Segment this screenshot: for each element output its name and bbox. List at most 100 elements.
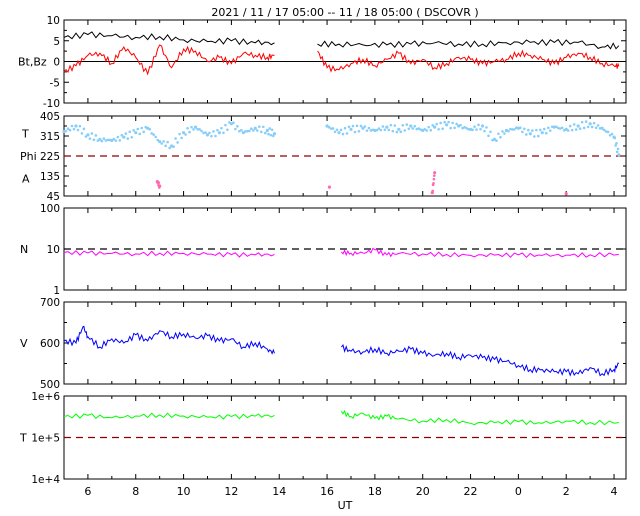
data-point: [447, 120, 450, 124]
data-point: [158, 139, 162, 144]
data-point: [554, 125, 558, 129]
data-point: [176, 141, 179, 144]
data-point: [592, 121, 596, 125]
x-tick-label: 6: [84, 485, 91, 498]
data-point: [513, 128, 516, 131]
data-point: [608, 134, 612, 137]
data-point: [140, 126, 144, 130]
x-axis-label: UT: [338, 499, 353, 512]
data-point: [335, 128, 339, 132]
panel-2: 405 315 225 135 45 T Phi A: [20, 111, 627, 203]
data-point: [539, 128, 542, 132]
data-point: [432, 182, 435, 185]
data-point: [118, 139, 122, 142]
panel-1: 10 5 0 -5 -10 Bt,Bz: [18, 15, 627, 110]
data-point: [369, 129, 373, 132]
data-point: [492, 137, 497, 141]
data-point: [459, 123, 462, 127]
data-point: [584, 120, 588, 123]
data-point: [379, 128, 383, 132]
data-point: [525, 133, 528, 136]
data-point: [471, 128, 474, 132]
data-point: [495, 139, 498, 143]
data-point: [198, 128, 201, 131]
data-point: [387, 128, 391, 132]
data-point: [355, 124, 359, 128]
data-point: [613, 136, 617, 140]
x-tick-label: 14: [272, 485, 286, 498]
data-point: [586, 125, 590, 129]
data-point: [572, 123, 576, 126]
data-point: [100, 139, 104, 143]
data-point: [570, 128, 574, 132]
data-point: [256, 129, 259, 132]
data-point: [258, 125, 261, 128]
data-point: [497, 132, 500, 136]
data-point: [270, 128, 274, 132]
y-tick-label: 10: [47, 244, 60, 256]
data-point: [432, 174, 436, 177]
data-point: [337, 131, 341, 135]
data-point: [558, 127, 562, 130]
data-point: [160, 142, 163, 145]
data-point: [268, 127, 271, 130]
data-point: [152, 133, 155, 136]
data-point: [395, 130, 399, 134]
data-point: [269, 133, 273, 137]
series-bz: [63, 44, 620, 76]
data-point: [528, 132, 532, 136]
data-point: [499, 135, 502, 139]
panel-4: 700 600 500 V: [20, 297, 627, 391]
data-point: [596, 124, 600, 127]
data-point: [331, 127, 335, 130]
data-point: [327, 185, 332, 189]
data-point: [327, 125, 331, 129]
data-point: [546, 126, 550, 130]
y-tick-label: 1e+4: [31, 474, 60, 486]
data-point: [90, 132, 94, 135]
series-temperature: [63, 409, 619, 426]
data-point: [116, 135, 120, 139]
x-tick-label: 8: [132, 485, 139, 498]
data-point: [174, 137, 177, 140]
data-point: [166, 140, 169, 144]
data-point: [519, 126, 522, 130]
data-point: [186, 127, 189, 130]
data-point: [507, 129, 510, 133]
data-point: [560, 126, 564, 130]
data-point: [188, 130, 191, 134]
data-point: [614, 144, 617, 147]
data-point: [377, 127, 381, 130]
y-axis-label: A: [22, 172, 30, 185]
data-point: [453, 126, 456, 130]
data-point: [556, 126, 560, 130]
data-point: [359, 124, 363, 128]
data-point: [222, 131, 225, 135]
data-point: [375, 128, 379, 132]
data-point: [88, 137, 92, 140]
data-point: [259, 130, 263, 134]
y-axis-label: N: [20, 243, 28, 256]
data-point: [443, 120, 446, 124]
data-point: [427, 125, 431, 129]
y-axis-label: Bt,Bz: [18, 56, 47, 69]
data-point: [431, 189, 434, 193]
data-point: [351, 124, 355, 128]
data-point: [363, 125, 367, 128]
data-point: [509, 127, 512, 131]
data-point: [487, 134, 490, 138]
data-point: [92, 138, 96, 142]
data-point: [224, 123, 227, 127]
y-axis-label: V: [20, 337, 28, 350]
data-point: [263, 131, 267, 135]
data-point: [413, 124, 417, 128]
y-tick-label: 45: [47, 191, 60, 203]
data-point: [66, 127, 70, 131]
data-point: [202, 131, 205, 135]
data-point: [455, 122, 458, 126]
y-tick-label: 135: [40, 171, 60, 183]
data-point: [104, 139, 108, 142]
y-tick-label: 100: [40, 203, 60, 215]
data-point: [158, 184, 162, 188]
